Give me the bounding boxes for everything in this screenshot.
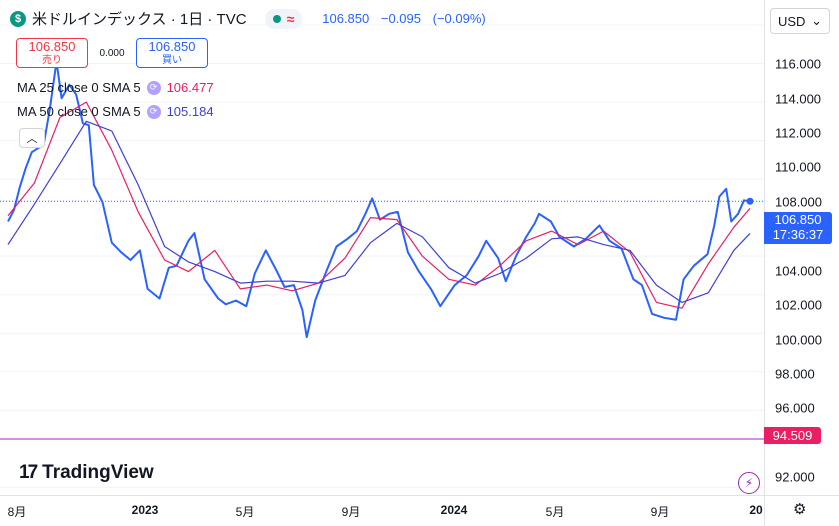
last-price-point <box>746 197 754 205</box>
price-tick: 112.000 <box>775 125 822 141</box>
buy-price: 106.850 <box>148 39 196 55</box>
price-tick: 96.000 <box>775 400 815 416</box>
last-price-tag: 106.850 17:36:37 <box>764 212 832 244</box>
sell-button[interactable]: 106.850 売り <box>16 38 88 68</box>
delayed-data-icon: ≈ <box>286 10 295 27</box>
price-tick: 116.000 <box>775 56 822 72</box>
price-tick: 114.000 <box>775 91 822 107</box>
time-label: 20 <box>749 503 763 517</box>
ma50-value: 105.184 <box>166 104 214 119</box>
time-label: 5月 <box>235 505 255 519</box>
ma50-loading-icon: ⟳ <box>146 104 161 119</box>
price-tick: 102.000 <box>775 297 822 313</box>
buy-button[interactable]: 106.850 買い <box>136 38 208 68</box>
time-label: 9月 <box>341 505 361 519</box>
chevron-down-icon: ⌄ <box>811 13 822 28</box>
last-price-tag-value: 106.850 <box>774 212 822 228</box>
last-price: 106.850 <box>322 11 370 26</box>
horizontal-line-tag: 94.509 <box>764 427 821 444</box>
time-label: 2024 <box>440 503 468 517</box>
lightning-icon[interactable]: ⚡ <box>738 472 760 494</box>
chart-area[interactable] <box>0 0 764 495</box>
price-tick: 104.000 <box>775 263 822 279</box>
time-axis[interactable] <box>0 495 764 526</box>
time-label: 2023 <box>131 503 159 517</box>
spread-value: 0.000 <box>99 47 125 59</box>
price-axis[interactable] <box>764 0 839 495</box>
ma25-label: MA 25 close 0 SMA 5 <box>17 80 141 95</box>
buy-label: 買い <box>162 54 182 66</box>
gear-icon[interactable]: ⚙ <box>793 501 807 518</box>
price-change-percent: (−0.09%) <box>432 11 486 26</box>
symbol-title[interactable]: 米ドルインデックス · 1日 · TVC <box>32 11 247 28</box>
tradingview-wordmark: TradingView <box>42 462 154 483</box>
price-change: −0.095 <box>380 11 421 26</box>
time-label: 8月 <box>7 505 27 519</box>
ma25-loading-icon: ⟳ <box>146 80 161 95</box>
ma50-label: MA 50 close 0 SMA 5 <box>17 104 141 119</box>
price-tick: 98.000 <box>775 366 815 382</box>
trade-panel: 106.850 売り 0.000 106.850 買い <box>16 38 208 68</box>
chart-canvas[interactable] <box>0 0 764 495</box>
tradingview-logo[interactable]: 17 TradingView <box>19 462 154 484</box>
ma25-value: 106.477 <box>166 80 214 95</box>
chevron-up-icon: ︿ <box>26 133 38 145</box>
time-label: 9月 <box>650 505 670 519</box>
symbol-header: $ 米ドルインデックス · 1日 · TVC ≈ 106.850 −0.095 … <box>10 8 494 29</box>
legend-ma50[interactable]: MA 50 close 0 SMA 5 ⟳ 105.184 <box>17 104 214 119</box>
dollar-logo-icon: $ <box>10 10 26 27</box>
currency-value: USD <box>778 13 806 29</box>
legend-ma25[interactable]: MA 25 close 0 SMA 5 ⟳ 106.477 <box>17 80 214 95</box>
price-tick: 92.000 <box>775 469 815 485</box>
tradingview-mark-icon: 17 <box>19 462 38 483</box>
sell-label: 売り <box>42 54 62 66</box>
market-status[interactable]: ≈ <box>264 8 303 29</box>
ma25-series-line <box>7 101 751 309</box>
currency-select[interactable]: USD ⌄ <box>770 8 830 34</box>
price-tick: 108.000 <box>775 194 822 210</box>
time-label: 5月 <box>545 505 565 519</box>
ma50-series-line <box>7 120 751 303</box>
price-series-line <box>7 60 751 339</box>
market-open-dot-icon <box>272 14 281 23</box>
collapse-legend-button[interactable]: ︿ <box>19 128 45 148</box>
sell-price: 106.850 <box>28 39 76 55</box>
bar-countdown: 17:36:37 <box>772 227 824 242</box>
price-quote: 106.850 −0.095 (−0.09%) <box>322 11 494 26</box>
price-tick: 100.000 <box>775 332 822 348</box>
axis-corner <box>764 495 839 526</box>
price-tick: 110.000 <box>775 159 822 175</box>
